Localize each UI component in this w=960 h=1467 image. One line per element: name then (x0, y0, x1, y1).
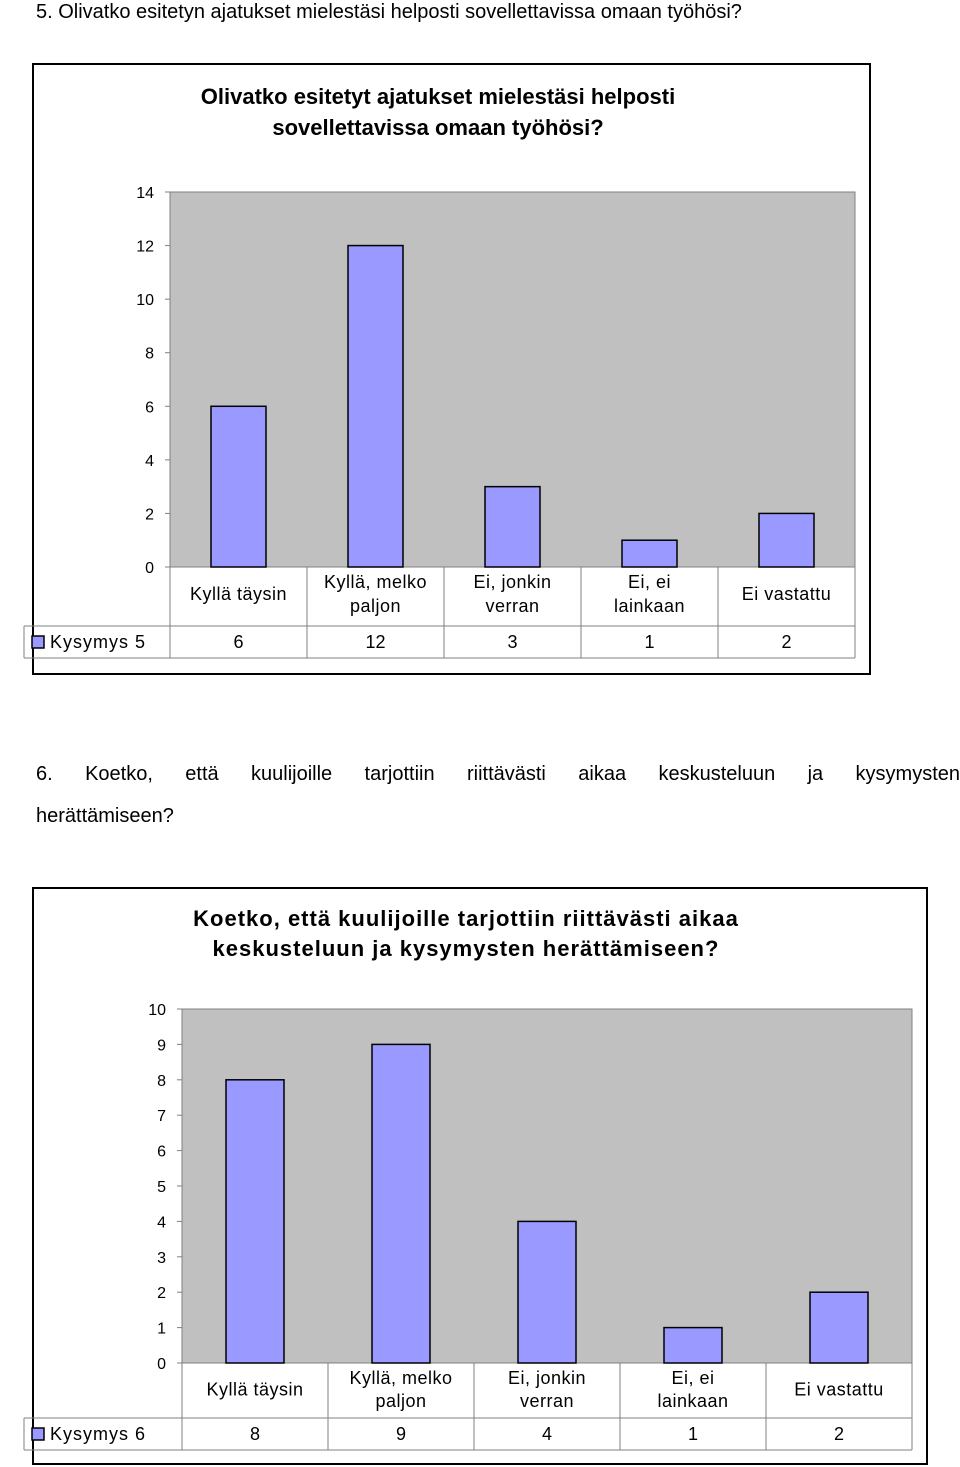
legend-swatch (31, 635, 45, 649)
bar-5 (758, 512, 815, 568)
legend-swatch (31, 1427, 45, 1441)
category-label: Kyllä, melko (324, 572, 427, 592)
y-tick-label: 3 (157, 1250, 166, 1267)
question-5-heading: 5. Olivatko esitetyn ajatukset mielestäs… (36, 1, 742, 23)
y-tick-label: 7 (157, 1108, 166, 1125)
table-value-5: 2 (781, 632, 791, 652)
y-tick-label: 4 (157, 1214, 166, 1231)
y-tick-label: 14 (136, 185, 154, 202)
y-tick-label: 8 (157, 1073, 166, 1090)
bar-3 (517, 1220, 577, 1364)
bar-5 (809, 1291, 869, 1364)
y-tick-label: 8 (145, 346, 154, 363)
category-label: lainkaan (614, 596, 685, 616)
category-label: verran (520, 1391, 574, 1411)
y-tick-label: 10 (136, 292, 154, 309)
y-tick-label: 6 (157, 1144, 166, 1161)
category-label: Ei vastattu (742, 584, 832, 604)
question-6-heading-line1: 6. Koetko, että kuulijoille tarjottiin r… (36, 763, 960, 785)
table-value-3: 3 (507, 632, 517, 652)
chart-title-line: keskusteluun ja kysymysten herättämiseen… (213, 936, 720, 961)
table-value-3: 4 (542, 1424, 552, 1444)
table-value-4: 1 (688, 1424, 698, 1444)
category-label: lainkaan (657, 1391, 728, 1411)
bar-1 (225, 1079, 285, 1364)
table-value-2: 9 (396, 1424, 406, 1444)
bar-2 (347, 244, 404, 568)
y-tick-label: 2 (145, 506, 154, 523)
table-value-4: 1 (644, 632, 654, 652)
question-6-heading-line2: herättämiseen? (36, 805, 174, 827)
category-label: Ei, jonkin (473, 572, 551, 592)
y-tick-label: 0 (145, 560, 154, 577)
bar-2 (371, 1043, 431, 1364)
bar-1 (210, 405, 267, 568)
category-label: Kyllä täysin (206, 1380, 303, 1400)
category-label: Ei, ei (628, 572, 671, 592)
y-tick-label: 0 (157, 1356, 166, 1373)
y-tick-label: 5 (157, 1179, 166, 1196)
chart-title-line: Koetko, että kuulijoille tarjottiin riit… (193, 906, 739, 931)
bar-3 (484, 485, 541, 568)
category-label: Kyllä täysin (190, 584, 287, 604)
category-label: paljon (350, 596, 401, 616)
chart-title-line: sovellettavissa omaan työhösi? (272, 115, 603, 140)
y-tick-label: 12 (136, 239, 154, 256)
category-label: Ei, ei (671, 1368, 714, 1388)
table-value-5: 2 (834, 1424, 844, 1444)
category-label: Kyllä, melko (349, 1368, 452, 1388)
table-value-2: 12 (365, 632, 385, 652)
y-tick-label: 2 (157, 1285, 166, 1302)
y-tick-label: 1 (157, 1321, 166, 1338)
chart-title-line: Olivatko esitetyt ajatukset mielestäsi h… (201, 84, 675, 109)
bar-4 (663, 1326, 723, 1364)
y-tick-label: 6 (145, 399, 154, 416)
category-label: verran (485, 596, 539, 616)
y-tick-label: 10 (148, 1002, 166, 1019)
y-tick-label: 9 (157, 1037, 166, 1054)
category-label: Ei vastattu (794, 1380, 884, 1400)
y-tick-label: 4 (145, 453, 154, 470)
legend-series-name: Kysymys 6 (50, 1424, 146, 1444)
table-value-1: 8 (250, 1424, 260, 1444)
category-label: Ei, jonkin (508, 1368, 586, 1388)
legend-series-name: Kysymys 5 (50, 632, 146, 652)
table-value-1: 6 (233, 632, 243, 652)
bar-4 (621, 539, 678, 568)
category-label: paljon (375, 1391, 426, 1411)
